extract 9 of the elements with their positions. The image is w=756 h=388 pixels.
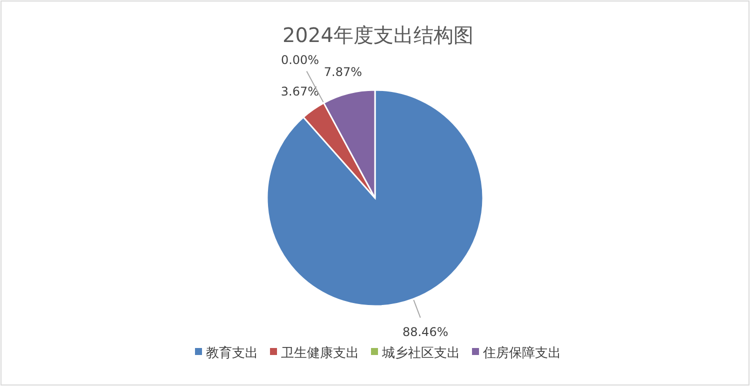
legend-label: 教育支出 xyxy=(206,345,258,361)
chart-title: 2024年度支出结构图 xyxy=(282,23,474,47)
text: 0.00% xyxy=(280,52,320,67)
legend-label: 住房保障支出 xyxy=(482,345,561,361)
data-label: 7.87% xyxy=(324,64,362,79)
legend-label: 卫生健康支出 xyxy=(281,346,359,361)
data-label: 3.67% xyxy=(280,84,320,99)
data-label: 88.46% xyxy=(402,324,448,339)
legend-label: 城乡社区支出 xyxy=(381,346,460,361)
